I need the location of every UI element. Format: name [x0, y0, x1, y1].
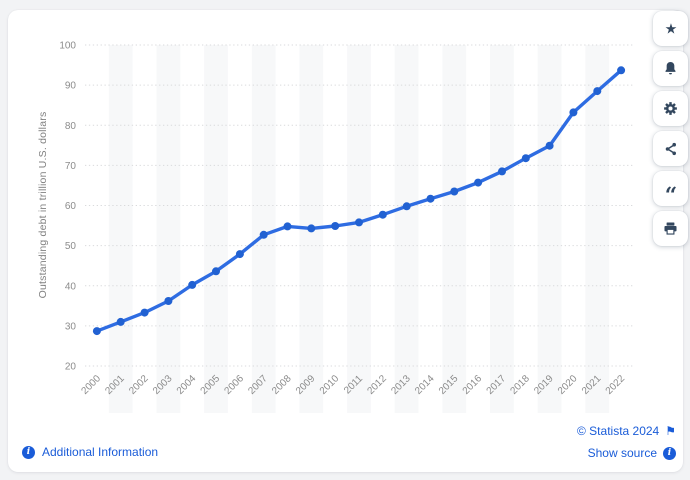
chart-card: 20 30 40 50 60 70 80 90 100 Outstanding debt in t…	[8, 10, 683, 472]
y-tick-label: 60	[65, 201, 77, 212]
data-point[interactable]	[116, 317, 125, 326]
settings-button[interactable]	[653, 91, 688, 126]
data-point[interactable]	[140, 308, 149, 317]
data-point[interactable]	[283, 222, 292, 231]
y-tick-label: 30	[65, 321, 77, 332]
data-point[interactable]	[331, 222, 340, 230]
quote-icon: “	[664, 183, 676, 199]
y-tick-label: 40	[65, 281, 77, 292]
data-point[interactable]	[426, 194, 435, 203]
data-point[interactable]	[593, 87, 602, 96]
star-icon: ★	[664, 21, 677, 37]
y-tick-label: 100	[59, 41, 76, 52]
alt-band	[490, 45, 514, 413]
notifications-button[interactable]	[653, 51, 688, 86]
data-point[interactable]	[188, 280, 197, 289]
alt-band	[394, 45, 419, 413]
bell-icon	[665, 61, 676, 75]
statista-copyright-link[interactable]: © Statista 2024 ⚑	[577, 424, 676, 438]
show-source-label: Show source	[587, 446, 657, 460]
alt-band	[108, 45, 133, 413]
svg-text:“: “	[664, 183, 676, 199]
share-button[interactable]	[653, 131, 688, 166]
alt-band	[251, 45, 276, 413]
alt-band	[347, 45, 371, 413]
alt-band	[204, 45, 228, 413]
flag-icon: ⚑	[665, 424, 676, 438]
data-point[interactable]	[569, 108, 578, 117]
alt-band	[156, 45, 181, 413]
alt-band	[585, 45, 610, 413]
data-point[interactable]	[402, 202, 411, 211]
svg-text:★: ★	[664, 21, 677, 37]
show-source-link[interactable]: Show source i	[577, 446, 676, 460]
data-point[interactable]	[378, 210, 387, 219]
info-icon: i	[663, 446, 676, 460]
data-point[interactable]	[164, 297, 173, 305]
alt-band	[537, 45, 562, 413]
data-point[interactable]	[355, 218, 363, 227]
y-tick-label: 20	[65, 362, 77, 373]
data-point[interactable]	[545, 141, 554, 150]
data-point[interactable]	[307, 224, 316, 233]
printer-icon	[664, 222, 677, 235]
data-point[interactable]	[212, 267, 220, 276]
toolbar: ★	[653, 11, 688, 246]
y-axis-title: Outstanding debt in trillion U.S. dollar…	[37, 112, 49, 299]
y-tick-label: 80	[65, 121, 77, 132]
x-tick-label: 2000	[80, 373, 104, 397]
cite-button[interactable]: “	[653, 171, 688, 206]
additional-information-link[interactable]: i Additional Information	[22, 445, 158, 459]
data-point[interactable]	[450, 187, 459, 196]
data-point[interactable]	[617, 66, 626, 75]
print-button[interactable]	[653, 211, 688, 246]
outstanding-debt-line-chart[interactable]: 20 30 40 50 60 70 80 90 100 Outstanding debt in t…	[8, 10, 648, 422]
footer-right: © Statista 2024 ⚑ Show source i	[577, 424, 676, 460]
data-point[interactable]	[521, 154, 530, 163]
data-point[interactable]	[92, 327, 101, 336]
gear-icon	[664, 102, 677, 115]
y-tick-label: 70	[65, 161, 77, 172]
additional-information-label: Additional Information	[42, 445, 159, 459]
favorite-button[interactable]: ★	[653, 11, 688, 46]
alt-band	[442, 45, 467, 413]
data-point[interactable]	[235, 250, 244, 259]
copyright-label: © Statista 2024	[577, 424, 660, 438]
y-tick-label: 50	[65, 241, 77, 252]
info-icon: i	[22, 445, 35, 459]
data-point[interactable]	[474, 178, 483, 187]
data-point[interactable]	[498, 167, 506, 176]
y-tick-label: 90	[65, 81, 77, 92]
data-point[interactable]	[259, 230, 268, 239]
share-icon	[665, 142, 676, 155]
